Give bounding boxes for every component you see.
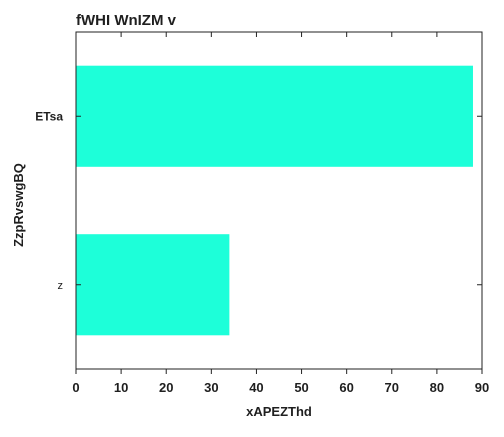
x-tick-label: 0 (72, 380, 79, 395)
x-axis-label: xAPEZThd (246, 404, 312, 419)
y-tick-label: ETsa (35, 109, 63, 123)
plot-frame (75, 31, 483, 370)
x-tick-label: 20 (159, 380, 173, 395)
bar-0 (76, 65, 473, 167)
x-tick-label: 60 (339, 380, 353, 395)
y-tick-label: z (58, 280, 64, 292)
x-tick-label: 50 (294, 380, 308, 395)
x-tick-label: 40 (249, 380, 263, 395)
y-axis: ETsa z (35, 109, 482, 292)
y-axis-label: ZzpRvswgBQ (11, 163, 26, 247)
x-tick-label: 70 (385, 380, 399, 395)
bars-group (76, 65, 473, 336)
x-tick-label: 10 (114, 380, 128, 395)
bar-1 (76, 234, 230, 336)
chart-title: fWHI WnIZM v (76, 12, 177, 29)
x-axis: 0 10 20 30 40 50 60 70 80 90 (72, 32, 489, 395)
x-tick-label: 90 (475, 380, 489, 395)
x-tick-label: 30 (204, 380, 218, 395)
x-tick-label: 80 (430, 380, 444, 395)
